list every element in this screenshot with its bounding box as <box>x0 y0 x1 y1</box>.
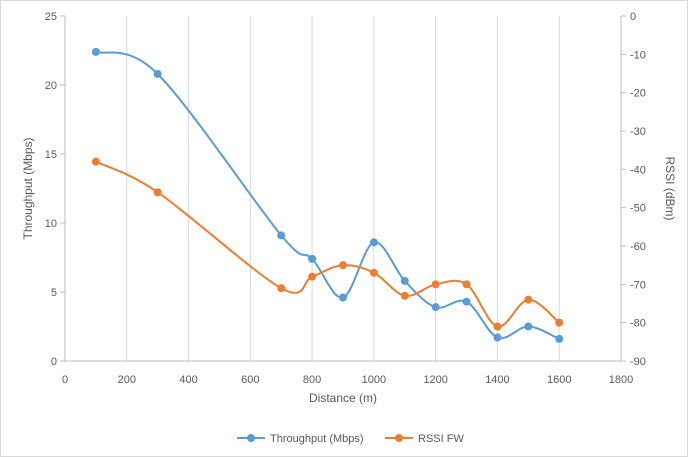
data-point-rssi-900 <box>339 261 347 270</box>
data-point-rssi-1600 <box>555 318 564 327</box>
data-point-throughput-1400 <box>493 333 502 342</box>
y2-tick-label: -10 <box>630 49 646 61</box>
y2-tick-label: -50 <box>630 203 646 215</box>
data-point-throughput-1300 <box>462 297 471 306</box>
data-point-rssi-1200 <box>431 280 440 289</box>
series-line-throughput <box>95 50 560 340</box>
legend-item-throughput: Throughput (Mbps) <box>237 433 364 445</box>
x-tick-label: 800 <box>303 374 321 386</box>
y2-tick-label: -60 <box>630 241 646 253</box>
data-point-rssi-700 <box>277 284 286 293</box>
series-layer <box>91 47 564 343</box>
y2-tick-label: 0 <box>630 11 636 23</box>
data-point-rssi-1300 <box>462 280 471 289</box>
data-point-throughput-300 <box>153 69 162 78</box>
legend-item-rssi: RSSI FW <box>385 433 464 445</box>
y-tick-label: 15 <box>45 149 57 161</box>
series-line-rssi <box>95 160 560 328</box>
y2-tick-label: -20 <box>630 88 646 100</box>
data-point-throughput-800 <box>308 254 317 263</box>
y-tick-label: 0 <box>51 356 57 368</box>
y2-axis-title: RSSI (dBm) <box>663 156 677 220</box>
x-tick-label: 1600 <box>547 374 571 386</box>
x-axis-title: Distance (m) <box>309 391 377 405</box>
data-point-throughput-1000 <box>369 238 378 247</box>
data-point-throughput-1600 <box>555 334 564 343</box>
x-tick-label: 1800 <box>609 374 633 386</box>
y2-tick-label: -90 <box>630 356 646 368</box>
x-tick-label: 200 <box>118 374 136 386</box>
data-point-rssi-1400 <box>493 322 502 331</box>
y2-tick-label: -70 <box>630 279 646 291</box>
y-tick-label: 25 <box>45 11 57 23</box>
legend-label-rssi: RSSI FW <box>418 433 464 445</box>
y-tick-label: 5 <box>51 287 57 299</box>
data-point-rssi-1500 <box>524 295 533 304</box>
axis-layer: 0 200 400 600 800 1000 1200 1400 1600 18000510152… <box>45 11 646 386</box>
x-tick-label: 1400 <box>485 374 509 386</box>
grid-layer <box>64 16 622 361</box>
y-axis-title: Throughput (Mbps) <box>21 137 35 239</box>
x-tick-label: 0 <box>62 374 68 386</box>
legend: Throughput (Mbps) RSSI FW <box>237 433 464 445</box>
y-tick-label: 20 <box>45 80 57 92</box>
y2-tick-label: -40 <box>630 164 646 176</box>
legend-marker-rssi <box>395 434 403 442</box>
x-tick-label: 1000 <box>362 374 386 386</box>
data-point-throughput-1200 <box>431 303 440 312</box>
data-point-rssi-1100 <box>400 291 409 300</box>
data-point-rssi-800 <box>308 272 317 281</box>
x-tick-label: 600 <box>241 374 259 386</box>
legend-marker-throughput <box>247 434 255 442</box>
data-point-rssi-100 <box>91 157 100 166</box>
data-point-throughput-1500 <box>524 322 533 331</box>
legend-label-throughput: Throughput (Mbps) <box>270 433 364 445</box>
data-point-throughput-1100 <box>400 276 409 285</box>
x-tick-label: 1200 <box>423 374 447 386</box>
y2-tick-label: -30 <box>630 126 646 138</box>
data-point-throughput-900 <box>339 293 347 302</box>
y2-tick-label: -80 <box>630 318 646 330</box>
data-point-throughput-100 <box>91 47 100 56</box>
data-point-rssi-1000 <box>369 268 378 277</box>
x-tick-label: 400 <box>179 374 197 386</box>
data-point-throughput-700 <box>277 231 286 240</box>
y-tick-label: 10 <box>45 218 57 230</box>
data-point-rssi-300 <box>153 188 162 197</box>
